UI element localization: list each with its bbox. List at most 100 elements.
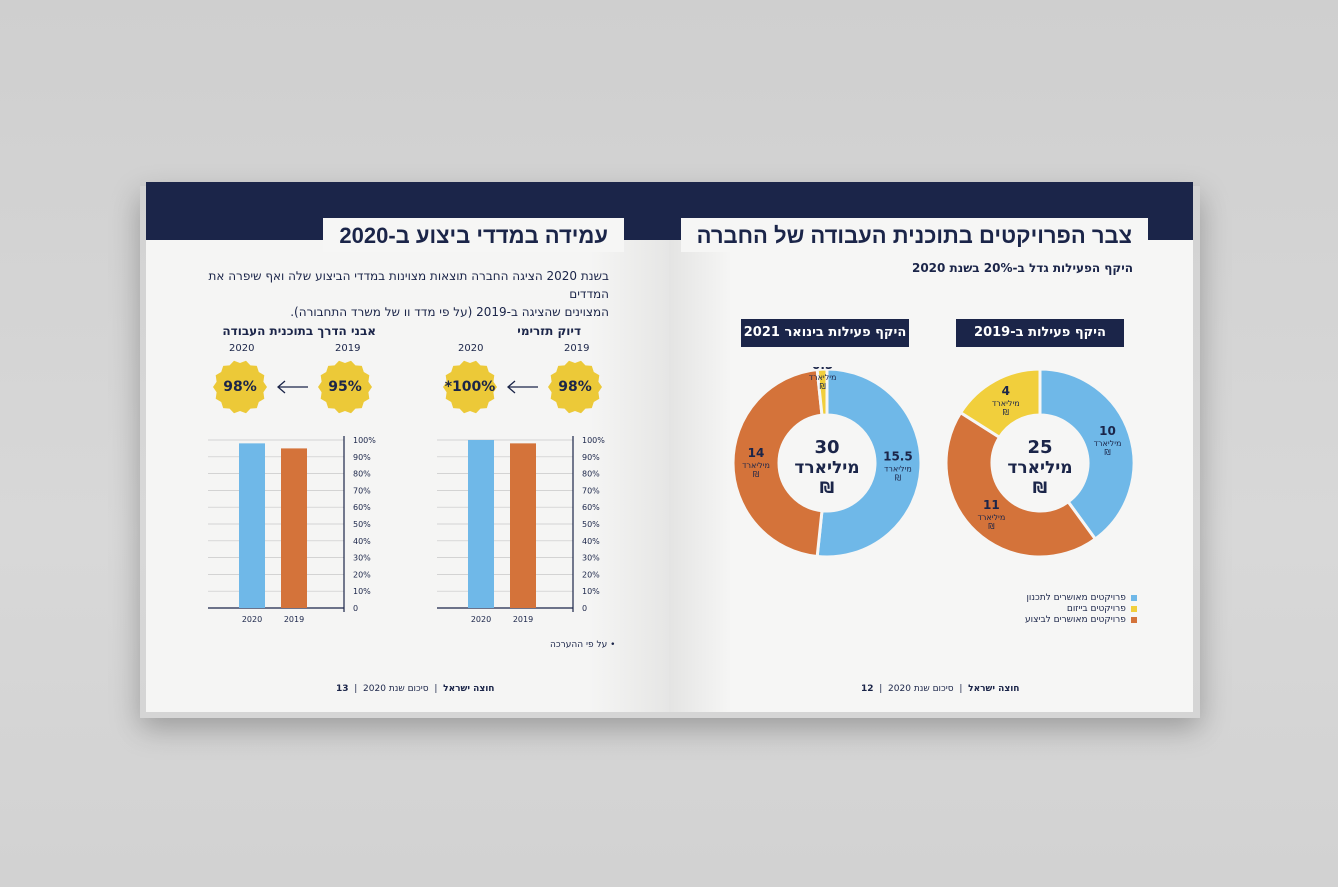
arrow-left-icon [277, 380, 308, 394]
badge-seal [443, 360, 497, 414]
slice-unit-label: מיליארד [1094, 439, 1122, 448]
badge-value: 98% [558, 379, 592, 395]
bar-chart-milestones: 100% 90% 80% 70% 60% 50% 40% 30% 20% 10% 0 2020 2019 [208, 436, 376, 624]
right-page: צבר הפרויקטים בתוכנית העבודה של החברה הי… [669, 182, 1193, 712]
slice-value-label: 4 [1002, 384, 1010, 398]
legend-swatch [1130, 594, 1137, 601]
y-tick-label: 70% [353, 486, 371, 495]
x-tick-label: 2020 [242, 615, 262, 624]
badge-seal-shape [443, 360, 497, 414]
footer-separator: | [431, 684, 441, 694]
y-tick-label: 90% [582, 453, 600, 462]
legend-label: פרויקטים מאושרים לביצוע [1025, 614, 1126, 625]
center-unit: מיליארד [1007, 458, 1072, 478]
slice-value-label: 0.5 [812, 367, 833, 372]
pie-slice [731, 367, 824, 559]
pie-slice [958, 367, 1042, 440]
footer-company: חוצה ישראל [443, 684, 495, 694]
y-tick-label: 100% [353, 436, 376, 445]
slice-value-label: 10 [1099, 424, 1116, 438]
badge-year: 2020 [229, 343, 255, 354]
slice-currency-label: ₪ [753, 470, 759, 479]
badge-seal-shape [318, 360, 372, 414]
y-tick-label: 20% [582, 570, 600, 579]
bar [239, 443, 265, 608]
badge-value: 95% [328, 379, 362, 395]
shekel-icon: ₪ [820, 478, 834, 497]
y-tick-label: 80% [582, 470, 600, 479]
footnote: • על פי ההערכה [550, 640, 616, 650]
arrow-left-icon [507, 380, 538, 394]
slice-currency-label: ₪ [1003, 408, 1009, 417]
y-tick-label: 0 [582, 604, 587, 613]
pie-slice [944, 410, 1098, 559]
y-tick-label: 50% [582, 520, 600, 529]
bar [281, 448, 307, 608]
slice-value-label: 11 [983, 498, 1000, 512]
center-unit: מיליארד [794, 458, 859, 478]
badge-year: 2019 [335, 343, 361, 354]
badge-seal-shape [213, 360, 267, 414]
intro-paragraph: בשנת 2020 הציגה החברה תוצאות מצוינות במד… [189, 267, 609, 321]
y-tick-label: 90% [353, 453, 371, 462]
y-tick-label: 30% [582, 554, 600, 563]
pie-slice [1038, 367, 1136, 542]
legend-item: פרויקטים מאושרים לתכנון [1025, 592, 1137, 603]
y-tick-label: 20% [353, 570, 371, 579]
donut-title: היקף פעילות בינואר 2021 [741, 319, 909, 347]
y-tick-label: 40% [582, 537, 600, 546]
badge-seal [318, 360, 372, 414]
footer-company: חוצה ישראל [968, 684, 1020, 694]
chart-title: דיוק תזרימי [517, 324, 581, 338]
footer-separator: | [351, 684, 361, 694]
legend-swatch [1130, 616, 1137, 623]
slice-unit-label: מיליארד [809, 373, 837, 382]
legend-label: פרויקטים מאושרים לתכנון [1026, 592, 1126, 603]
value-badge: 98% [212, 359, 268, 415]
legend-swatch [1130, 605, 1137, 612]
slice-value-label: 15.5 [883, 450, 913, 464]
slice-currency-label: ₪ [819, 382, 825, 391]
pie-slice [815, 367, 923, 559]
page-subtitle: היקף הפעילות גדל ב-20% בשנת 2020 [911, 261, 1133, 275]
shekel-icon: ₪ [1033, 478, 1047, 497]
y-tick-label: 50% [353, 520, 371, 529]
x-tick-label: 2020 [471, 615, 491, 624]
y-tick-label: 70% [582, 486, 600, 495]
badge-seal [213, 360, 267, 414]
center-value: 30 [814, 437, 839, 458]
chart-title: אבני הדרך בתוכנית העבודה [222, 324, 376, 338]
donut-chart-2021: 15.5מיליארד₪14מיליארד₪0.5מיליארד₪30מיליא… [731, 367, 923, 559]
slice-currency-label: ₪ [1104, 448, 1110, 457]
page-number: 13 [336, 684, 349, 694]
slice-unit-label: מיליארד [992, 399, 1020, 408]
page-footer: חוצה ישראל | סיכום שנת 2020 | 13 [336, 684, 494, 694]
bar-chart-cash-flow: 100% 90% 80% 70% 60% 50% 40% 30% 20% 10% 0 2020 2019 [437, 436, 605, 624]
bar [468, 440, 494, 608]
slice-unit-label: מיליארד [742, 461, 770, 470]
badge-seal-shape [548, 360, 602, 414]
y-tick-label: 10% [353, 587, 371, 596]
y-tick-label: 100% [582, 436, 605, 445]
page-title: צבר הפרויקטים בתוכנית העבודה של החברה [680, 218, 1148, 252]
y-tick-label: 80% [353, 470, 371, 479]
footer-doc: סיכום שנת 2020 [363, 684, 429, 694]
x-tick-label: 2019 [284, 615, 304, 624]
left-page: עמידה במדדי ביצוע ב-2020 בשנת 2020 הציגה… [146, 182, 669, 712]
slice-currency-label: ₪ [988, 522, 994, 531]
badge-value: *100% [444, 379, 496, 395]
slice-unit-label: מיליארד [884, 465, 912, 474]
bar [510, 443, 536, 608]
badge-year: 2019 [564, 343, 590, 354]
donut-hole [781, 417, 873, 509]
footer-separator: | [876, 684, 886, 694]
value-badge: 98% [547, 359, 603, 415]
y-tick-label: 0 [353, 604, 358, 613]
legend: פרויקטים מאושרים לתכנון פרויקטים בייזום … [1025, 592, 1137, 625]
y-tick-label: 60% [353, 503, 371, 512]
pie-slice [815, 367, 829, 417]
page-footer: חוצה ישראל | סיכום שנת 2020 | 12 [861, 684, 1019, 694]
badge-value: 98% [223, 379, 257, 395]
slice-value-label: 14 [748, 446, 765, 460]
